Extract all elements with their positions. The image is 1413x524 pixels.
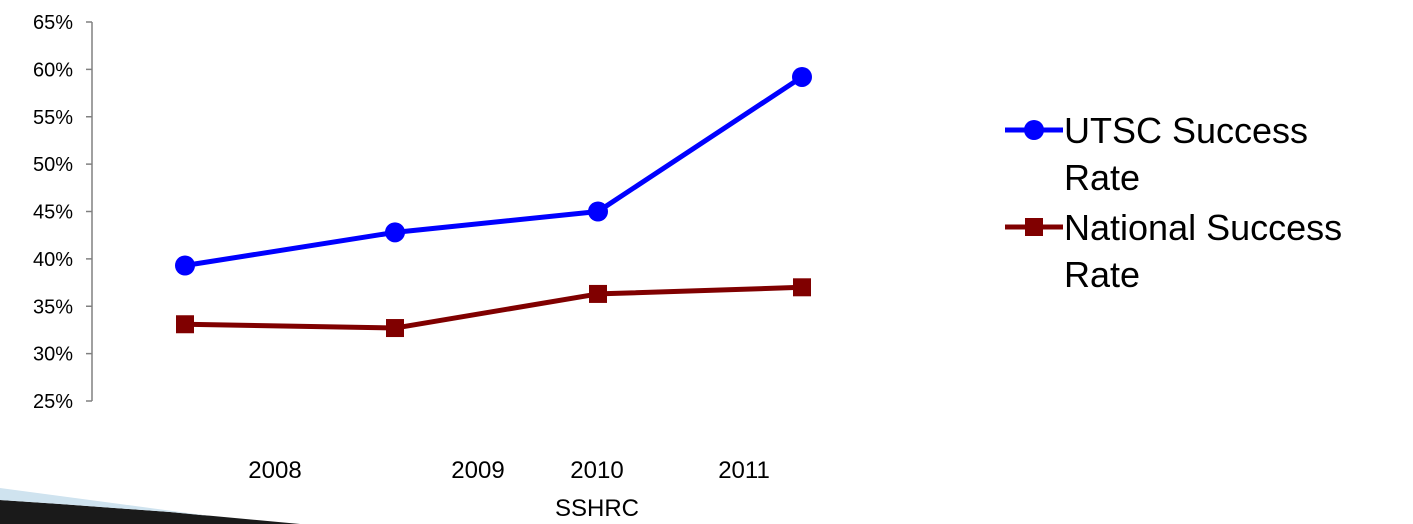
data-point <box>793 278 811 297</box>
legend-label: Rate <box>1064 157 1140 198</box>
y-tick-label: 45% <box>33 202 73 224</box>
legend-label: National Success <box>1064 207 1342 248</box>
legend-marker-2 <box>1025 218 1043 236</box>
data-point <box>792 66 812 87</box>
series-layer <box>175 66 812 338</box>
decorative-swoosh-highlight <box>0 488 210 516</box>
data-point <box>589 284 607 303</box>
x-category-label: 2009 <box>451 457 504 484</box>
x-axis-title: SSHRC <box>555 495 639 522</box>
data-point <box>175 255 195 276</box>
x-category-label: 2010 <box>570 457 623 484</box>
legend-marker-1 <box>1024 120 1044 140</box>
legend-label: Rate <box>1064 254 1140 295</box>
data-point <box>386 319 404 338</box>
legend-label: UTSC Success <box>1064 110 1308 151</box>
y-axis-ticks: 65% 60% 55% 50% 45% 40% 35% 30% 25% <box>33 12 92 413</box>
y-tick-label: 30% <box>33 344 73 366</box>
series-line-2 <box>184 284 803 331</box>
y-tick-label: 50% <box>33 154 73 176</box>
data-point <box>176 315 194 334</box>
data-point <box>588 201 608 222</box>
x-category-label: 2008 <box>248 457 301 484</box>
y-tick-label: 25% <box>33 391 73 413</box>
decorative-swoosh <box>0 500 300 524</box>
y-tick-label: 35% <box>33 296 73 318</box>
x-category-label: 2011 <box>718 457 770 484</box>
series-line-1 <box>184 74 804 268</box>
legend: UTSC Success Rate National Success Rate <box>1005 110 1342 295</box>
y-tick-label: 65% <box>33 12 73 34</box>
y-tick-label: 55% <box>33 107 73 129</box>
x-axis-labels: 2008 2009 2010 2011 <box>248 457 770 484</box>
data-point <box>385 222 405 243</box>
y-tick-label: 60% <box>33 59 73 81</box>
y-tick-label: 40% <box>33 249 73 271</box>
